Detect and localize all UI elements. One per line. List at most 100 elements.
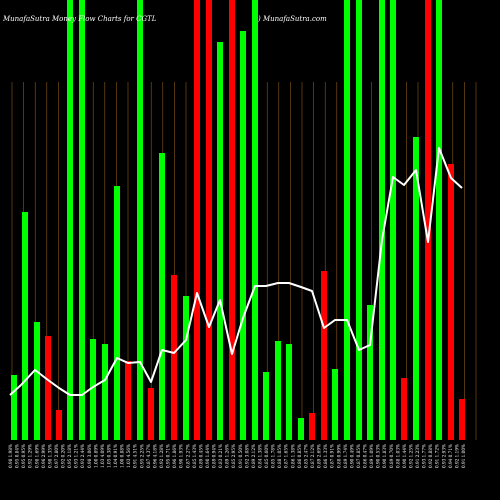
x-tick-label: 0.90 1.64% — [205, 444, 210, 468]
x-tick-label: 0.89 0.70% — [389, 444, 394, 468]
x-tick-label: 0.90 1.93% — [179, 444, 184, 468]
bar-17 — [206, 0, 212, 440]
x-tick-label: 0.86 1.33% — [323, 444, 328, 468]
x-tick-label: 1.03 4.09% — [100, 444, 105, 468]
bar-7 — [90, 339, 96, 440]
x-tick-label: 0.87 1.65% — [284, 444, 289, 468]
x-tick-label: 0.89 1.74% — [343, 444, 348, 468]
x-tick-label: 0.90 0.53% — [376, 444, 381, 468]
x-tick-label: 0.92 3.08% — [244, 444, 249, 468]
x-tick-label: 0.83 0.21% — [218, 444, 223, 468]
bars — [11, 0, 465, 440]
x-tick-label: 1.04 0.91% — [113, 444, 118, 468]
x-tick-label: 0.93 2.44% — [80, 444, 85, 468]
bar-26 — [309, 413, 315, 440]
x-tick-label: 0.91 0.50% — [238, 444, 243, 468]
bar-21 — [252, 0, 258, 440]
bar-39 — [459, 399, 465, 440]
x-tick-label: 0.87 0.85% — [356, 444, 361, 468]
chart-title-right: ) MunafaSutra.com — [257, 15, 327, 23]
bar-31 — [367, 305, 373, 440]
x-tick-label: 0.85 2.47% — [303, 444, 308, 468]
x-tick-label: 0.89 0.94% — [212, 444, 217, 468]
x-tick-label: 0.89 2.69% — [317, 444, 322, 468]
x-tick-label: 0.96 2.99% — [41, 444, 46, 468]
x-tick-label: 1.05 0.38% — [107, 444, 112, 468]
x-tick-label: 0.95 2.18% — [67, 444, 72, 468]
x-tick-label: 0.90 1.83% — [382, 444, 387, 468]
x-tick-label: 0.84 1.38% — [258, 444, 263, 468]
bar-34 — [401, 378, 407, 440]
x-tick-label: 1.03 4.56% — [126, 444, 131, 468]
x-tick-label: 0.85 1.78% — [271, 444, 276, 468]
x-tick-label: 0.91 4.51% — [133, 444, 138, 468]
bar-0 — [11, 375, 17, 440]
money-flow-line — [9, 147, 463, 396]
x-tick-label: 0.92 1.25% — [409, 444, 414, 468]
x-tick-label: 0.92 1.29% — [28, 444, 33, 468]
x-tick-label: 0.85 0.60% — [264, 444, 269, 468]
x-tick-label: 0.88 1.03% — [395, 444, 400, 468]
x-tick-label: 0.98 3.06% — [87, 444, 92, 468]
bar-10 — [125, 361, 131, 440]
bar-14 — [171, 275, 177, 440]
x-tick-label: 0.96 4.18% — [152, 444, 157, 468]
bar-12 — [148, 388, 154, 440]
x-tick-label: 0.98 1.35% — [47, 444, 52, 468]
x-tick-label: 0.89 0.45% — [198, 444, 203, 468]
bar-15 — [183, 296, 189, 440]
chart-title-left: MunafaSutra Money Flow Charts for CGTL — [2, 15, 157, 23]
bar-28 — [332, 369, 338, 440]
x-tick-label: 0.86 0.47% — [363, 444, 368, 468]
bar-1 — [22, 212, 28, 440]
bar-16 — [194, 0, 200, 440]
bar-5 — [67, 0, 73, 440]
x-tick-label: 0.92 0.88% — [428, 444, 433, 468]
x-tick-label: 0.89 1.26% — [225, 444, 230, 468]
x-tick-label: 0.86 0.85% — [297, 444, 302, 468]
bar-11 — [137, 0, 143, 440]
bar-2 — [34, 322, 40, 440]
bar-23 — [275, 341, 281, 440]
x-tick-label: 0.89 2.12% — [251, 444, 256, 468]
x-tick-label: 0.89 1.09% — [369, 444, 374, 468]
bar-13 — [159, 153, 165, 440]
x-tick-label: 0.88 0.99% — [336, 444, 341, 468]
x-tick-label: 0.91 2.23% — [415, 444, 420, 468]
x-tick-label: 0.95 0.84% — [15, 444, 20, 468]
bar-24 — [286, 344, 292, 440]
bar-25 — [298, 418, 304, 440]
x-tick-label: 0.98 1.98% — [8, 444, 13, 468]
bar-4 — [56, 410, 62, 440]
bar-30 — [356, 0, 362, 440]
bar-32 — [379, 0, 385, 440]
x-tick-label: 0.95 0.71% — [166, 444, 171, 468]
x-tick-label: 0.85 2.95% — [231, 444, 236, 468]
x-tick-label: 0.95 0.95% — [21, 444, 26, 468]
x-tick-label: 0.91 1.72% — [435, 444, 440, 468]
x-tick-label: 1.00 0.88% — [120, 444, 125, 468]
bar-6 — [79, 0, 85, 440]
x-tick-label: 0.87 2.27% — [185, 444, 190, 468]
x-tick-label: 0.96 1.86% — [172, 444, 177, 468]
x-tick-label: 0.93 2.93% — [441, 444, 446, 468]
x-tick-label: 0.88 1.05% — [277, 444, 282, 468]
bar-36 — [425, 0, 431, 440]
bar-38 — [448, 164, 454, 440]
x-tick-label: 0.85 1.43% — [192, 444, 197, 468]
x-tick-label: 0.98 1.69% — [34, 444, 39, 468]
bar-22 — [263, 372, 269, 440]
bar-37 — [436, 0, 442, 440]
bar-29 — [344, 0, 350, 440]
bar-35 — [413, 137, 419, 440]
bar-9 — [114, 186, 120, 440]
x-tick-label: 0.95 2.25% — [139, 444, 144, 468]
x-tick-label: 0.86 1.38% — [290, 444, 295, 468]
x-tick-label: 0.87 4.37% — [146, 444, 151, 468]
x-tick-label: 0.93 1.77% — [422, 444, 427, 468]
x-tick-label: 0.94 0.71% — [448, 444, 453, 468]
x-tick-label: 0.92 1.28% — [159, 444, 164, 468]
bar-27 — [321, 271, 327, 440]
x-tick-label: 0.87 0.91% — [330, 444, 335, 468]
